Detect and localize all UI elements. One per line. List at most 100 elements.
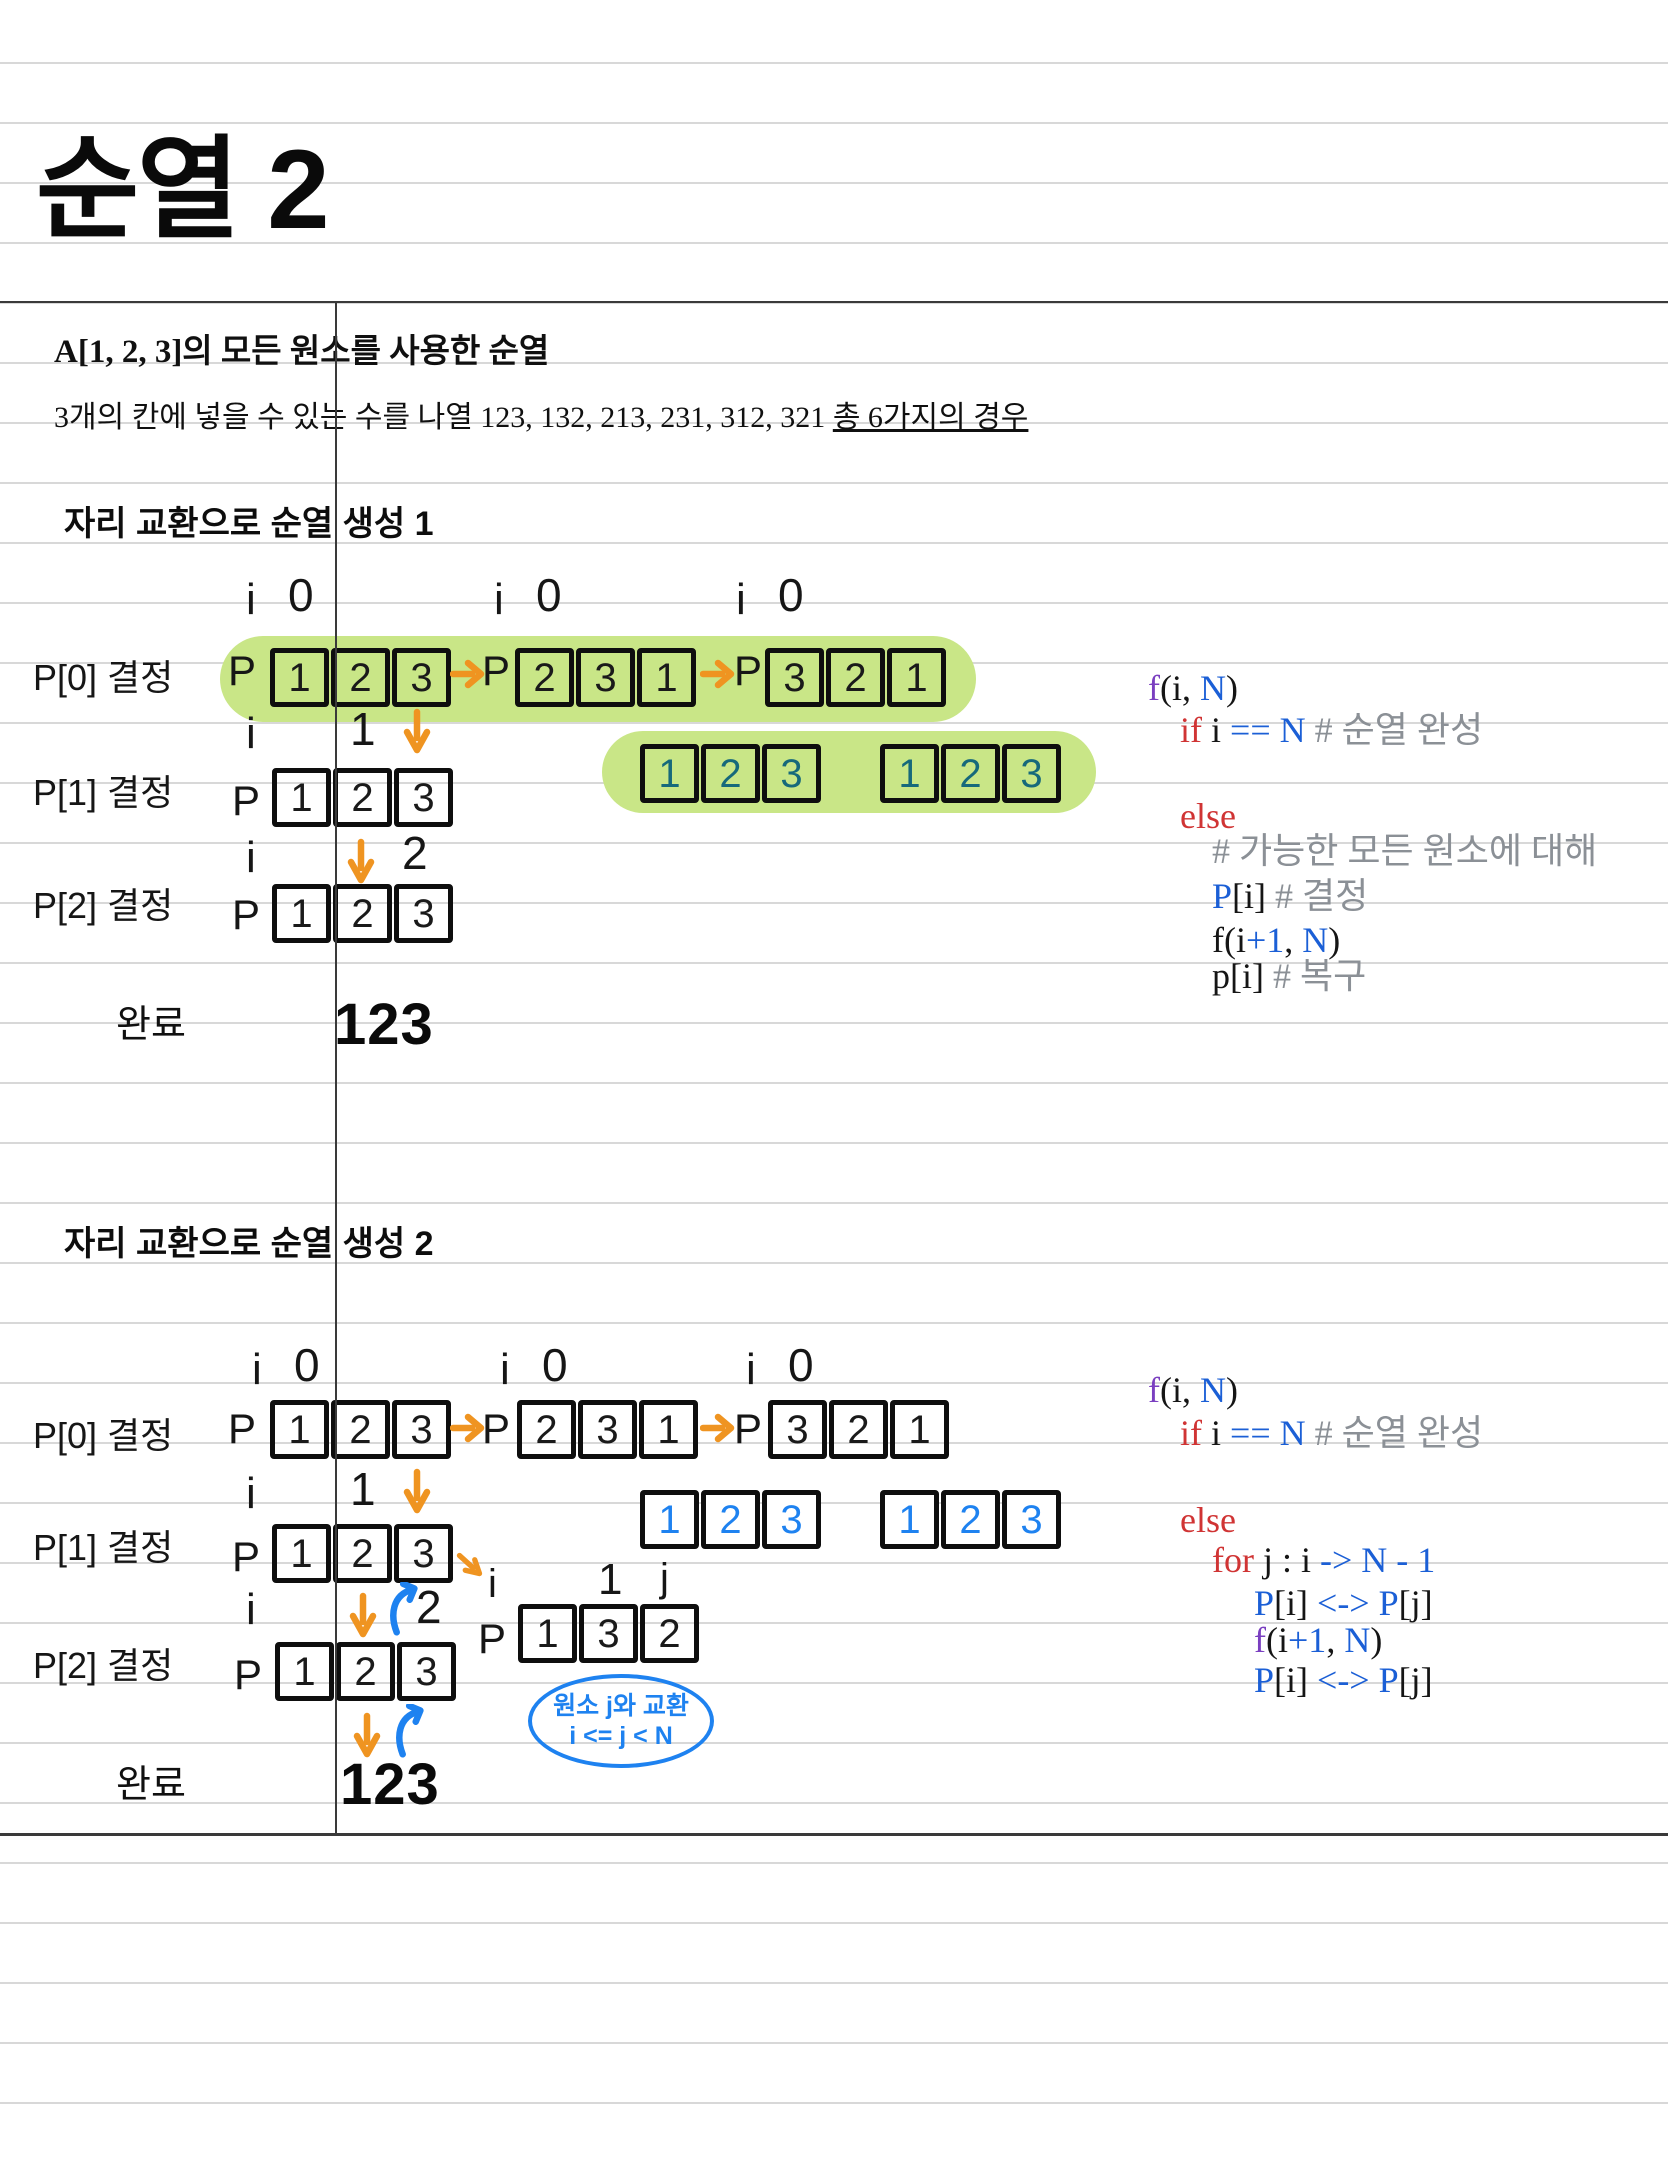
value-marker: 2 — [402, 827, 428, 879]
code-token: (i, — [1160, 668, 1200, 708]
array-cell: 1 — [639, 1400, 698, 1459]
array-cell: 1 — [275, 1642, 334, 1701]
code-token: f — [1148, 668, 1160, 708]
code-line: f(i+1, N) — [1254, 1619, 1382, 1662]
code-token: N — [1200, 1370, 1226, 1410]
index-marker: 0 — [288, 569, 314, 621]
code-token: i — [1211, 1413, 1231, 1453]
array-cell: 2 — [331, 648, 390, 707]
i-marker: i — [736, 575, 746, 624]
row-label: P[1] 결정 — [33, 772, 174, 813]
array-cell: 3 — [762, 744, 821, 803]
array-cell: 2 — [333, 884, 392, 943]
array-cell: 2 — [640, 1604, 699, 1663]
right-arrow-icon — [450, 659, 485, 689]
swap-annotation-oval: 원소 j와 교환 i <= j < N — [528, 1674, 714, 1768]
code-line: if i == N # 순열 완성 — [1180, 709, 1483, 752]
array-cell: 3 — [1002, 1490, 1061, 1549]
array-cell: 1 — [637, 648, 696, 707]
p-array-label: P — [482, 647, 511, 694]
code-token: f(i — [1212, 920, 1246, 960]
code-token: [j] — [1398, 1660, 1433, 1700]
array-cell: 3 — [394, 1524, 453, 1583]
array-cell: 3 — [394, 768, 453, 827]
array-cell: 3 — [765, 648, 824, 707]
ruled-lines — [0, 4, 1668, 2157]
done-label: 완료 — [116, 1764, 186, 1806]
code-token: if — [1180, 710, 1211, 750]
code-token: f — [1254, 1620, 1266, 1660]
code-token: N — [1200, 668, 1226, 708]
down-right-arrow-icon — [456, 1552, 483, 1577]
code-token: <-> — [1317, 1583, 1379, 1623]
code-line: P[i] # 결정 — [1212, 875, 1368, 918]
array-cell: 3 — [392, 1400, 451, 1459]
code-line: f(i, N) — [1148, 1369, 1238, 1412]
array-cell: 1 — [640, 744, 699, 803]
down-arrow-icon — [403, 1468, 431, 1514]
array-cell: 3 — [578, 1400, 637, 1459]
value-marker: 1 — [598, 1555, 623, 1604]
p-array-label: P — [228, 647, 257, 694]
p-array-label: P — [234, 1651, 263, 1698]
array-cell: 2 — [331, 1400, 390, 1459]
array-cell: 1 — [640, 1490, 699, 1549]
swap-curve-arrow-icon — [390, 1582, 418, 1636]
row-label: P[1] 결정 — [33, 1527, 174, 1568]
i-marker: i — [746, 1345, 756, 1394]
right-arrow-icon — [700, 659, 735, 689]
row-label: P[2] 결정 — [33, 1645, 174, 1686]
down-arrow-icon — [349, 1592, 377, 1638]
array-cell: 2 — [941, 1490, 1000, 1549]
array-cell: 2 — [829, 1400, 888, 1459]
code-token: f — [1148, 1370, 1160, 1410]
array-cell: 1 — [518, 1604, 577, 1663]
bottom-divider-line — [0, 1833, 1668, 1836]
p-array-label: P — [232, 891, 261, 938]
p-array-label: P — [734, 647, 763, 694]
p-array-label: P — [228, 1405, 257, 1452]
code-token: else — [1180, 796, 1236, 836]
done-value: 123 — [340, 1752, 440, 1817]
index-marker: 0 — [536, 569, 562, 621]
intro-body: 3개의 칸에 넣을 수 있는 수를 나열 123, 132, 213, 231,… — [54, 392, 1028, 436]
code-line: for j : i -> N - 1 — [1212, 1539, 1435, 1582]
code-line: f(i, N) — [1148, 667, 1238, 710]
code-token: ) — [1328, 920, 1341, 960]
code-token: # 가능한 모든 원소에 대해 — [1212, 831, 1598, 871]
code-token: == N — [1230, 710, 1306, 750]
top-divider-line — [0, 301, 1668, 303]
array-cell: 2 — [515, 648, 574, 707]
code-line: P[i] <-> P[j] — [1254, 1582, 1433, 1625]
code-token: P — [1378, 1660, 1399, 1700]
done-value: 123 — [334, 992, 434, 1057]
swap-annotation-line1: 원소 j와 교환 — [553, 1692, 689, 1720]
swap-curve-arrow-icon — [396, 1704, 424, 1758]
i-marker: i — [488, 1562, 497, 1606]
code-token: # 순열 완성 — [1305, 1413, 1484, 1453]
p-array-label: P — [478, 1615, 507, 1662]
intro-body-text: 3개의 칸에 넣을 수 있는 수를 나열 123, 132, 213, 231,… — [54, 401, 833, 434]
section1-heading: 자리 교환으로 순열 생성 1 — [64, 505, 434, 543]
array-cell: 3 — [394, 884, 453, 943]
array-cell: 3 — [397, 1642, 456, 1701]
array-cell: 3 — [579, 1604, 638, 1663]
array-cell: 1 — [880, 744, 939, 803]
code-token: , — [1284, 920, 1303, 960]
right-arrow-icon — [700, 1413, 735, 1443]
code-token: == N — [1230, 1413, 1306, 1453]
value-marker: 1 — [350, 1463, 376, 1515]
code-token: # 결정 — [1275, 876, 1369, 916]
array-cell: 2 — [826, 648, 885, 707]
array-cell: 1 — [270, 648, 329, 707]
